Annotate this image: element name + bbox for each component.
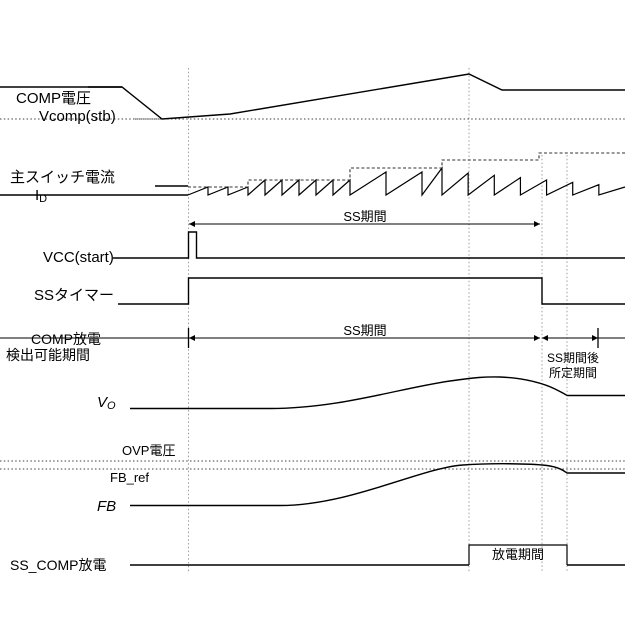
svg-text:Vcomp(stb): Vcomp(stb) [39, 108, 116, 125]
svg-text:SS期間後: SS期間後 [547, 351, 599, 365]
svg-text:放電期間: 放電期間 [492, 547, 544, 562]
svg-text:VCC(start): VCC(start) [43, 249, 114, 266]
svg-text:FB: FB [97, 498, 116, 515]
svg-text:主スイッチ電流: 主スイッチ電流 [10, 169, 115, 186]
svg-text:FB_ref: FB_ref [110, 470, 149, 485]
svg-text:OVP電圧: OVP電圧 [122, 443, 175, 458]
svg-text:所定期間: 所定期間 [549, 365, 597, 380]
svg-text:SSタイマー: SSタイマー [34, 287, 114, 304]
svg-text:SS_COMP放電: SS_COMP放電 [10, 557, 106, 573]
svg-text:検出可能期間: 検出可能期間 [6, 347, 90, 363]
svg-text:SS期間: SS期間 [343, 209, 386, 224]
svg-text:COMP放電: COMP放電 [31, 331, 101, 347]
svg-text:COMP電圧: COMP電圧 [16, 90, 91, 107]
svg-text:SS期間: SS期間 [343, 323, 386, 338]
